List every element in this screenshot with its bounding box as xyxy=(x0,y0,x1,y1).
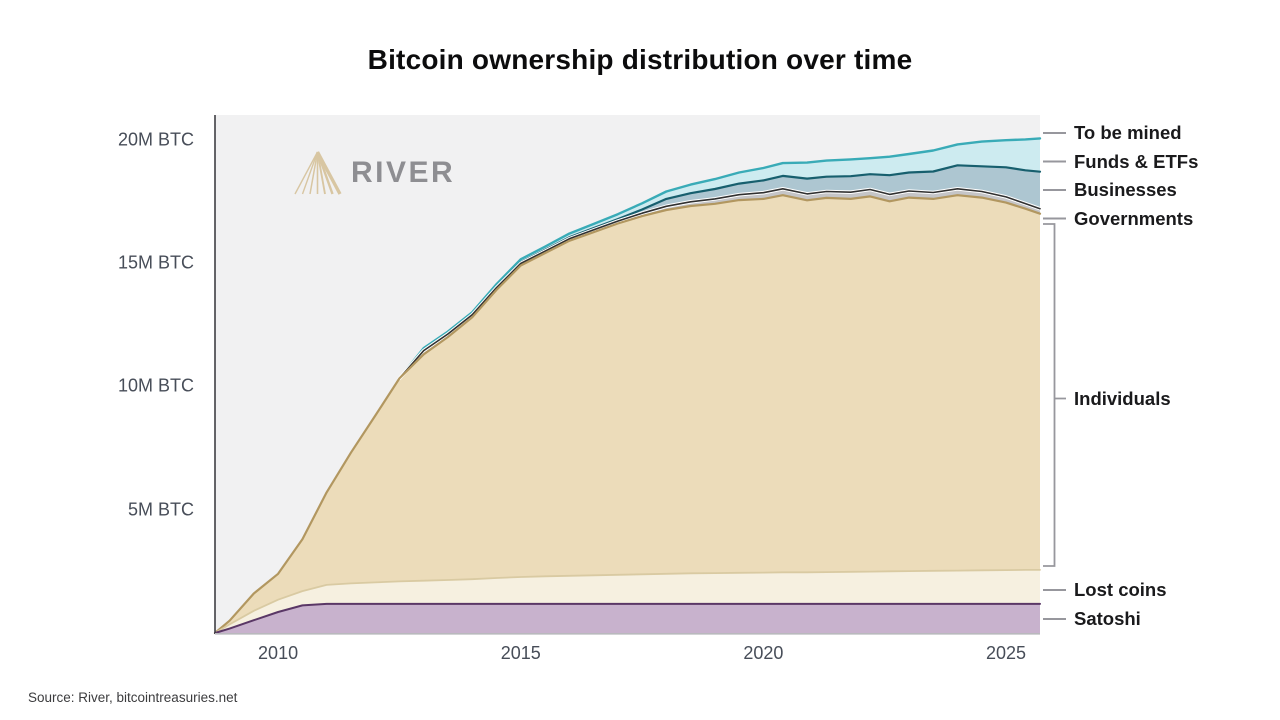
legend-label-satoshi: Satoshi xyxy=(1074,608,1141,629)
river-logo-icon xyxy=(294,151,342,195)
x-tick-label: 2025 xyxy=(985,643,1027,663)
y-tick-label: 20M BTC xyxy=(117,129,194,150)
y-tick-label: 15M BTC xyxy=(117,252,194,273)
area-lost-coins xyxy=(215,569,1040,633)
boundary-funds-etfs xyxy=(398,137,1042,380)
legend-label-to-be-mined: To be mined xyxy=(1074,122,1182,143)
area-satoshi xyxy=(215,603,1040,633)
y-tick-label: 10M BTC xyxy=(117,375,194,396)
river-logo-text: RIVER xyxy=(351,156,456,189)
legend-label-individuals: Individuals xyxy=(1074,388,1171,409)
boundary-lost-coins xyxy=(214,569,1041,634)
legend-label-businesses: Businesses xyxy=(1074,179,1177,200)
boundary-governments xyxy=(398,188,1041,380)
y-tick-label: 5M BTC xyxy=(127,499,194,520)
legend-label-lost-coins: Lost coins xyxy=(1074,579,1167,600)
source-note: Source: River, bitcointreasuries.net xyxy=(28,690,238,705)
legend-connector-individuals xyxy=(1043,223,1066,567)
area-individuals xyxy=(215,195,1040,633)
x-tick-label: 2010 xyxy=(258,643,299,663)
x-tick-label: 2020 xyxy=(743,643,784,663)
legend-label-funds-etfs: Funds & ETFs xyxy=(1074,150,1199,172)
x-tick-label: 2015 xyxy=(500,643,541,663)
boundary-individuals xyxy=(213,194,1042,635)
chart-title: Bitcoin ownership distribution over time xyxy=(367,44,913,75)
legend-label-governments: Governments xyxy=(1074,207,1194,229)
river-logo: RIVER xyxy=(294,150,455,196)
boundary-satoshi xyxy=(214,602,1041,634)
